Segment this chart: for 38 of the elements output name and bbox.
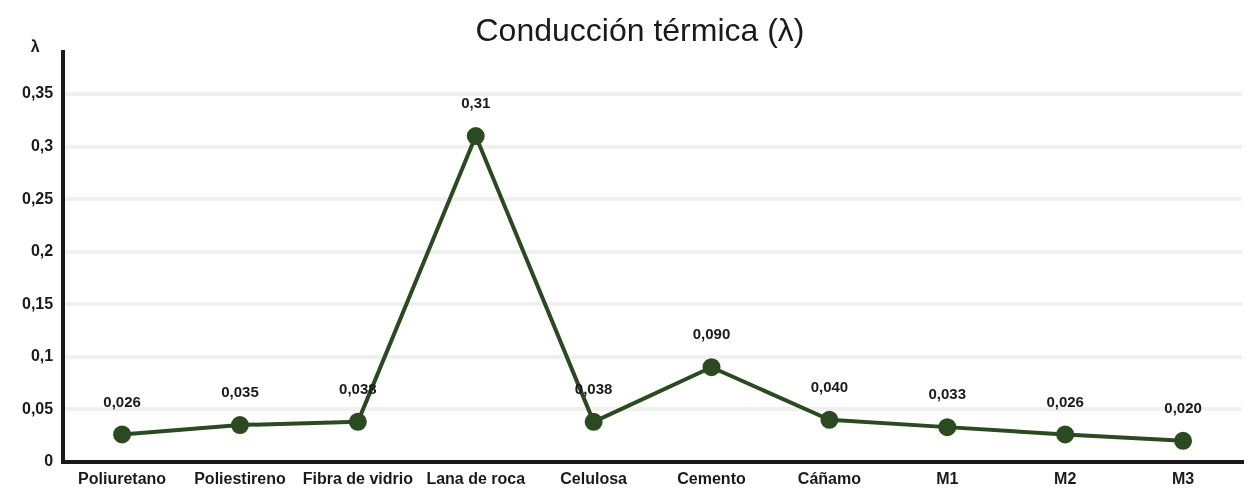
y-tick-label: 0,25	[22, 189, 54, 207]
point	[820, 410, 839, 429]
data-label: 0,026	[1046, 392, 1084, 410]
data-label: 0,090	[692, 325, 731, 343]
data-label: 0,020	[1164, 398, 1202, 416]
data-label: 0,033	[928, 385, 967, 403]
point	[230, 416, 249, 435]
chart-title: Conducción térmica (λ)	[475, 11, 805, 48]
x-tick-label: Cáñamo	[797, 469, 862, 487]
x-tick-label: Lana de roca	[426, 469, 526, 487]
y-tick-label: 0,35	[22, 84, 54, 102]
x-tick-label: Fibra de vidrio	[302, 469, 414, 487]
y-tick-label: 0,3	[30, 136, 54, 154]
data-label: 0,040	[810, 377, 849, 395]
y-tick-label: 0,2	[30, 242, 54, 260]
x-tick-label: M3	[1171, 469, 1195, 487]
point	[1056, 425, 1075, 444]
point	[113, 425, 132, 444]
x-tick-label: Celulosa	[560, 469, 628, 487]
data-label: 0,026	[103, 392, 141, 410]
y-tick-label: 0,15	[22, 294, 54, 312]
point	[584, 412, 603, 431]
x-tick-label: M2	[1054, 469, 1077, 487]
y-tick-label: 0	[44, 452, 54, 470]
data-label: 0,035	[221, 383, 259, 401]
x-tick-label: M1	[936, 469, 959, 487]
y-tick-label: 0,05	[22, 399, 54, 417]
x-tick-label: Poliuretano	[78, 469, 167, 487]
point	[938, 418, 957, 437]
data-label: 0,31	[461, 94, 491, 112]
point	[466, 127, 485, 146]
y-axis-title: λ	[30, 38, 40, 56]
x-tick-label: Cemento	[677, 469, 746, 487]
x-tick-label: Poliestireno	[194, 469, 286, 487]
point	[1174, 431, 1193, 450]
point	[702, 358, 721, 377]
point	[348, 412, 367, 431]
y-tick-label: 0,1	[30, 347, 54, 365]
